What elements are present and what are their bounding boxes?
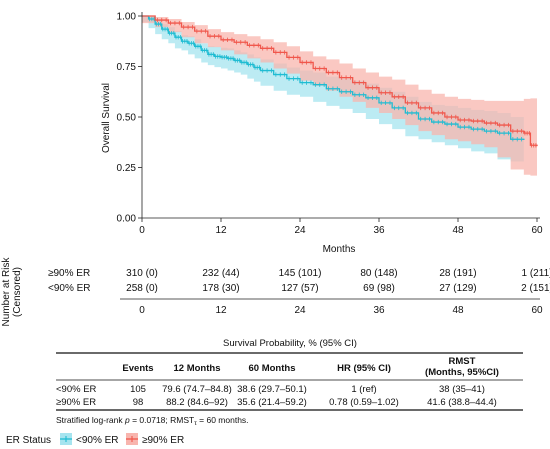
x-tick-label: 0 — [139, 225, 145, 236]
y-axis-title: Overall Survival — [101, 83, 112, 153]
x-tick-label: 12 — [215, 225, 227, 236]
footnote-part: = 0.0718; RMST — [130, 415, 195, 425]
survival-probability-table: Survival Probability, % (95% CI) Events 12… — [56, 338, 523, 427]
risk-row-label: ≥90% ER — [48, 268, 90, 279]
plot-area: 0.00 0.25 0.50 0.75 1.00 0 12 24 36 48 60 Overall … — [101, 12, 543, 256]
x-tick-label: 48 — [452, 225, 464, 236]
table-cell: 79.6 (74.7–84.8) — [162, 384, 232, 395]
table-cell: 38.6 (29.7–50.1) — [237, 384, 307, 395]
x-tick-label: 24 — [294, 225, 306, 236]
table-header-line: (Months, 95%CI) — [425, 367, 499, 378]
risk-x-tick-label: 0 — [139, 305, 145, 316]
ci-band-ge90 — [142, 16, 537, 176]
y-tick-label: 0.75 — [117, 62, 137, 73]
table-cell: 38 (35–41) — [439, 384, 485, 395]
risk-cell: 127 (57) — [281, 283, 318, 294]
y-tick-label: 0.50 — [117, 113, 137, 124]
risk-cell: 310 (0) — [126, 268, 158, 279]
risk-table-title-line: (Censored) — [12, 267, 23, 317]
risk-cell: 178 (30) — [202, 283, 239, 294]
risk-cell: 1 (211) — [522, 268, 550, 279]
risk-cell: 232 (44) — [202, 268, 239, 279]
table-header-cell: Events — [122, 363, 153, 374]
legend: ER Status <90% ER ≥90% ER — [6, 433, 184, 446]
table-footnote: Stratified log-rank p = 0.0718; RMSTτ = … — [56, 415, 249, 427]
risk-x-tick-label: 36 — [373, 305, 385, 316]
table-header-cell: RMST (Months, 95%CI) — [425, 356, 499, 378]
risk-cell: 258 (0) — [126, 283, 158, 294]
censor-marks — [149, 16, 537, 148]
y-tick-label: 0.25 — [117, 163, 137, 174]
survival-curve-lt90 — [142, 15, 525, 141]
table-header-cell: 60 Months — [249, 363, 296, 374]
risk-x-tick-label: 60 — [531, 305, 543, 316]
table-cell: ≥90% ER — [56, 397, 96, 408]
y-tick-label: 0.00 — [117, 214, 137, 225]
table-header-line: RMST — [449, 356, 476, 367]
risk-table-title: Number at Risk(Censored) — [1, 257, 23, 327]
confidence-bands — [142, 16, 537, 176]
table-cell: 35.6 (21.4–59.2) — [237, 397, 307, 408]
risk-cell: 28 (191) — [439, 268, 476, 279]
risk-table-title-line: Number at Risk — [1, 257, 12, 327]
footnote-part: p — [124, 415, 130, 425]
axes: 0.00 0.25 0.50 0.75 1.00 0 12 24 36 48 60 — [117, 12, 543, 237]
risk-row-label: <90% ER — [48, 283, 91, 294]
risk-cell: 27 (129) — [439, 283, 476, 294]
x-tick-label: 36 — [373, 225, 385, 236]
legend-label: ≥90% ER — [142, 435, 184, 446]
footnote-part: = 60 months. — [197, 415, 249, 425]
x-tick-label: 60 — [531, 225, 543, 236]
risk-x-tick-label: 48 — [452, 305, 464, 316]
risk-cell: 145 (101) — [279, 268, 322, 279]
risk-cell: 80 (148) — [360, 268, 397, 279]
risk-x-tick-label: 12 — [215, 305, 227, 316]
table-cell: 88.2 (84.6–92) — [166, 397, 228, 408]
table-header-cell: HR (95% CI) — [337, 363, 391, 374]
legend-label: <90% ER — [76, 435, 119, 446]
table-cell: 41.6 (38.8–44.4) — [427, 397, 497, 408]
risk-cell: 2 (151) — [521, 283, 550, 294]
risk-table: Number at Risk(Censored) ≥90% ER 310 (0) 23… — [1, 257, 550, 327]
legend-title: ER Status — [6, 435, 51, 446]
footnote-part: τ — [194, 420, 197, 427]
table-header-cell: 12 Months — [174, 363, 221, 374]
table-cell: 0.78 (0.59–1.02) — [329, 397, 399, 408]
footnote-part: Stratified log-rank — [56, 415, 125, 425]
table-cell: 1 (ref) — [351, 384, 376, 395]
table-cell: <90% ER — [56, 384, 97, 395]
risk-cell: 69 (98) — [363, 283, 395, 294]
risk-x-tick-label: 24 — [294, 305, 306, 316]
survival-curves — [142, 15, 538, 147]
survival-table-title: Survival Probability, % (95% CI) — [223, 338, 357, 349]
x-axis-title: Months — [323, 244, 356, 255]
table-cell: 98 — [133, 397, 144, 408]
survival-curve-ge90 — [142, 15, 538, 147]
y-tick-label: 1.00 — [117, 12, 137, 23]
table-cell: 105 — [130, 384, 146, 395]
